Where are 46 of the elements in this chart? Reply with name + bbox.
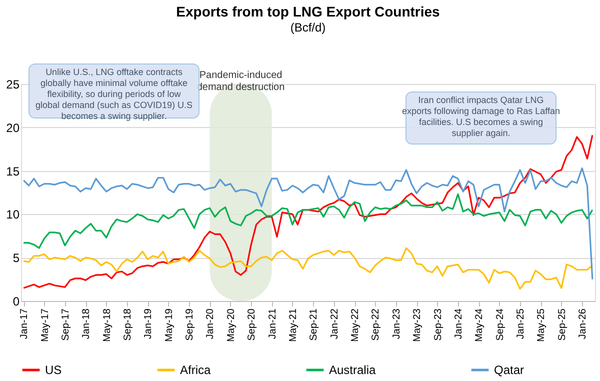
x-tick-label: Sep-18 [122,308,134,341]
chart-subtitle: (Bcf/d) [290,20,326,34]
x-tick-label: Sep-21 [308,308,320,341]
x-tick-label: Jan-26 [578,308,589,340]
x-tick-label: May-25 [536,308,548,342]
chart-title: Exports from top LNG Export Countries [176,4,440,20]
x-tick-label: Sep-25 [556,308,568,341]
legend-label: Africa [180,363,211,377]
legend-label: US [45,363,62,377]
x-tick-label: May-17 [40,308,51,342]
y-tick-label: 25 [6,78,20,92]
x-tick-label: Jan-23 [391,308,402,340]
x-tick-label: Sep-24 [494,308,506,341]
x-tick-label: May-21 [288,308,299,342]
x-tick-label: Sep-20 [246,308,258,341]
annotation: Iran conflict impacts Qatar LNG exports following damage to Ras Laffan facilities. U.S becomes a swing supplier again. [402,95,560,138]
x-tick-label: Jan-17 [19,308,30,340]
x-tick-label: Jan-20 [205,308,216,340]
x-tick-label: Jan-18 [81,308,92,340]
y-tick-label: 0 [12,294,20,308]
x-tick-label: Sep-22 [370,308,382,341]
annotation: Unlike U.S., LNG offtake contracts globally have minimal volume offtake flexibility, so during periods of low global demand (such as COVID19) U.S becomes a swing supplier. [35,67,193,121]
x-tick-label: Jan-19 [143,308,154,340]
line-series [22,247,594,290]
line-series [22,193,594,249]
y-tick-label: 20 [6,120,20,135]
x-tick-label: May-23 [412,308,424,342]
x-tick-label: Jan-24 [453,308,464,340]
band-label: Pandemic-induced demand destruction [196,70,285,93]
x-tick-label: Sep-23 [432,308,444,341]
x-tick-label: Jan-25 [516,308,527,340]
x-tick-label: Jan-22 [329,308,340,340]
x-tick-label: Sep-19 [184,308,196,341]
x-tick-label: Jan-21 [267,308,278,340]
y-tick-label: 10 [6,208,20,222]
x-tick-label: Sep-17 [60,308,72,341]
y-tick-label: 15 [6,164,20,178]
x-tick-label: May-24 [474,308,486,342]
line-series [22,167,594,280]
legend-label: Australia [329,363,376,377]
legend-label: Qatar [494,363,524,377]
x-tick-label: May-19 [164,308,175,342]
x-tick-label: May-18 [102,308,113,342]
y-tick-label: 5 [12,251,20,266]
x-tick-label: May-22 [350,308,362,342]
x-tick-label: May-20 [226,308,237,342]
